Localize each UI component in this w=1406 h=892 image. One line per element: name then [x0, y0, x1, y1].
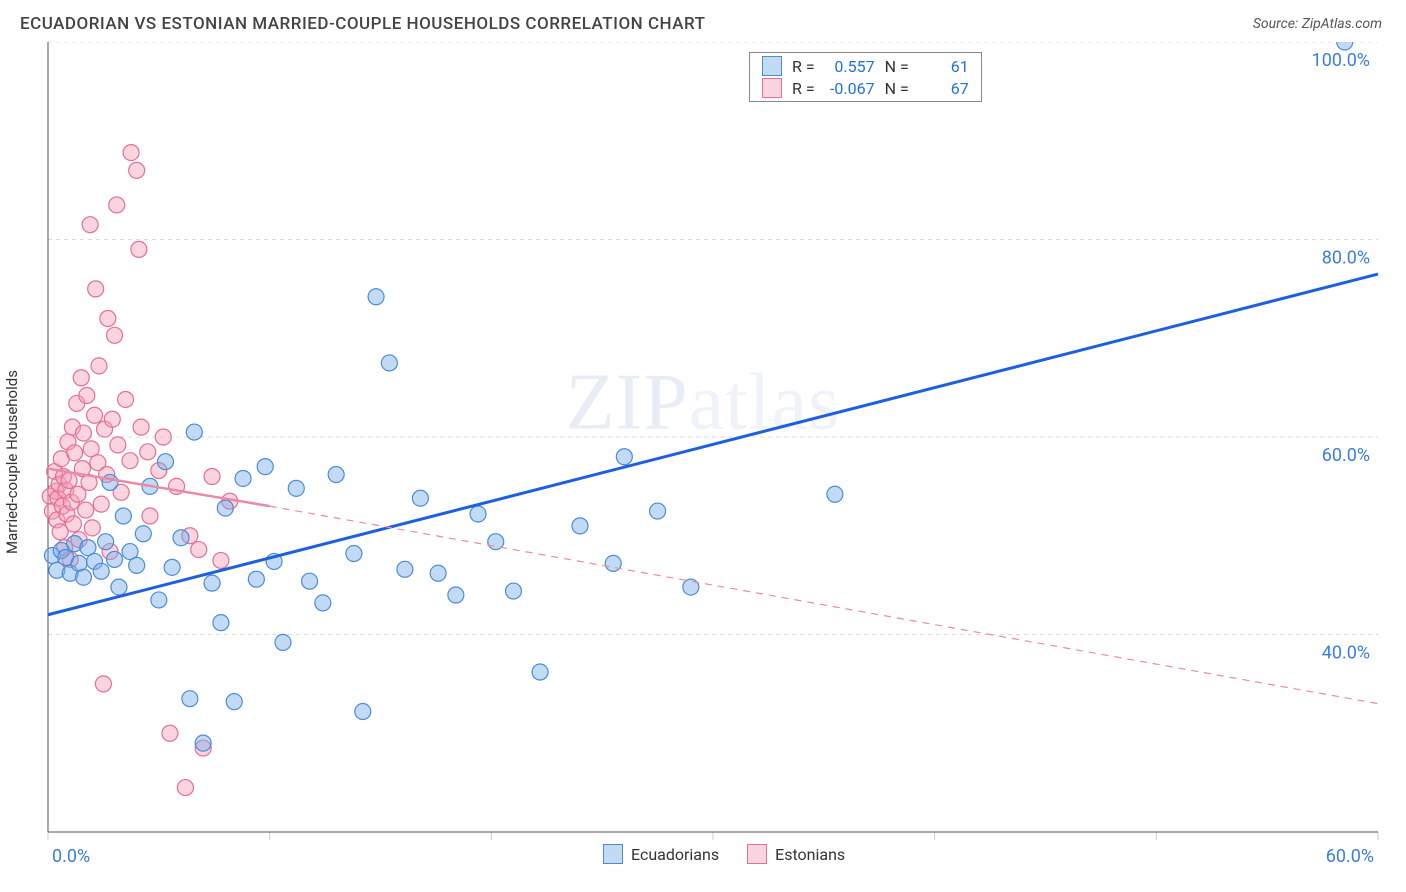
series-legend: Ecuadorians Estonians: [603, 844, 845, 864]
legend-label: Estonians: [775, 845, 845, 864]
source-attribution: Source: ZipAtlas.com: [1253, 16, 1382, 32]
svg-text:60.0%: 60.0%: [1322, 445, 1370, 466]
stat-r-value: 0.557: [825, 57, 875, 76]
svg-text:80.0%: 80.0%: [1322, 248, 1370, 269]
stat-r-label: R =: [792, 79, 815, 98]
svg-text:60.0%: 60.0%: [1326, 846, 1374, 867]
correlation-stats-box: R = 0.557 N = 61 R = -0.067 N = 67: [749, 52, 982, 102]
chart-area: Married-couple Households ZIPatlas 40.0%…: [0, 42, 1406, 882]
svg-text:0.0%: 0.0%: [52, 846, 90, 867]
legend-swatch: [603, 844, 623, 864]
stat-n-value: 61: [919, 57, 969, 76]
stat-n-label: N =: [885, 79, 909, 98]
legend-swatch: [762, 78, 782, 98]
svg-text:100.0%: 100.0%: [1312, 50, 1370, 71]
legend-swatch: [762, 56, 782, 76]
stat-n-label: N =: [885, 57, 909, 76]
stat-n-value: 67: [919, 79, 969, 98]
svg-text:40.0%: 40.0%: [1322, 643, 1370, 664]
legend-swatch: [747, 844, 767, 864]
legend-label: Ecuadorians: [631, 845, 719, 864]
scatter-plot: 40.0% 60.0% 80.0% 100.0% 0.0% 60.0%: [0, 42, 1406, 880]
chart-title: ECUADORIAN VS ESTONIAN MARRIED-COUPLE HO…: [20, 14, 706, 34]
stat-r-label: R =: [792, 57, 815, 76]
stat-r-value: -0.067: [825, 79, 875, 98]
